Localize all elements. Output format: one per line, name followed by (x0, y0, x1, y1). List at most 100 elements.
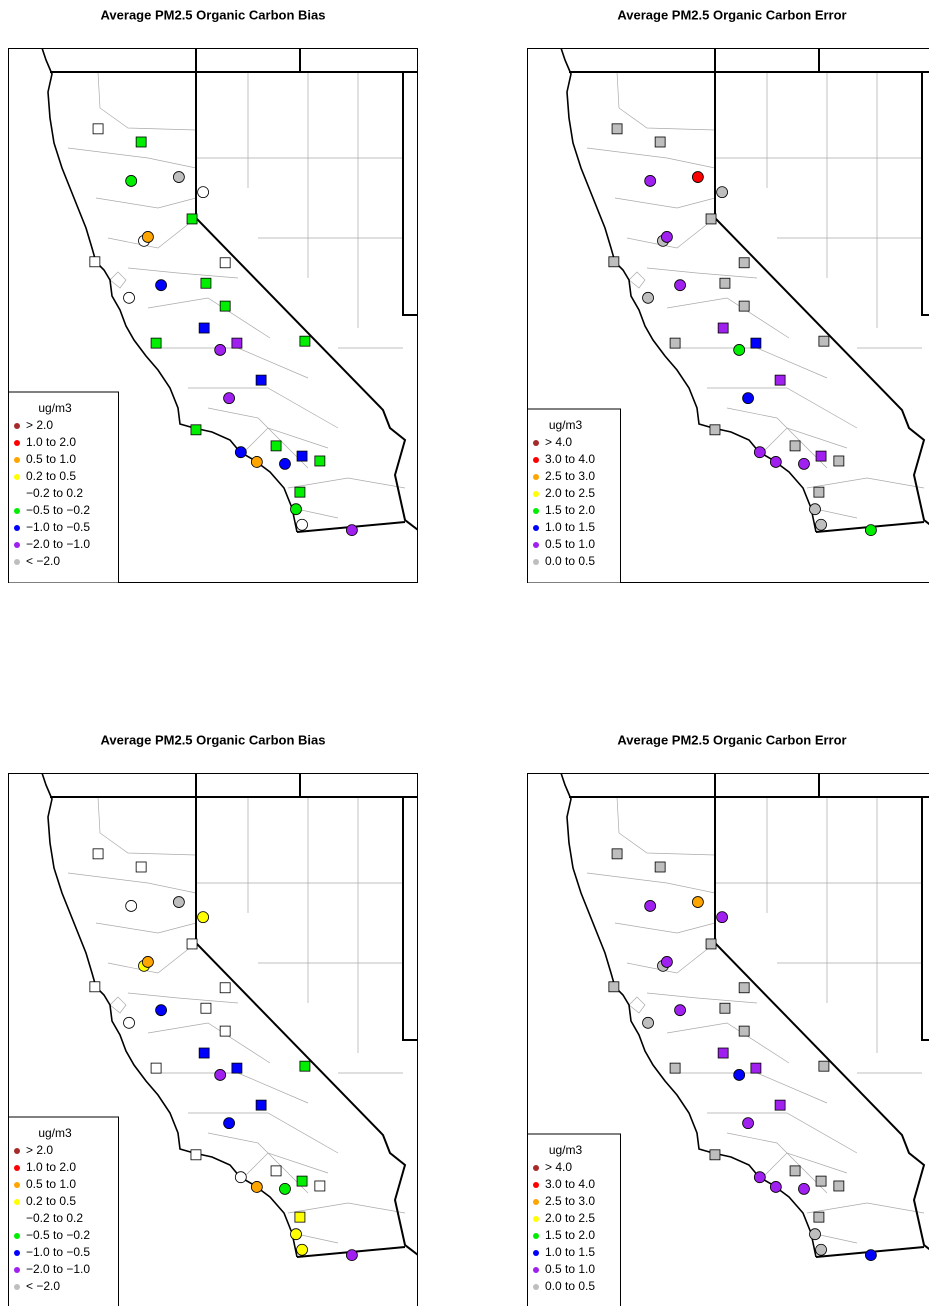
legend-label: > 4.0 (545, 435, 572, 449)
legend-swatch (533, 1233, 539, 1239)
legend-box (8, 391, 119, 583)
legend-swatch (14, 1284, 20, 1290)
site-marker (719, 1002, 731, 1014)
site-marker (818, 335, 830, 347)
legend-swatch (14, 1250, 20, 1256)
site-marker (742, 1117, 754, 1130)
panel-title: Average PM2.5 Organic Carbon Bias (101, 7, 326, 22)
site-marker (231, 337, 243, 349)
site-marker (190, 1149, 202, 1161)
panel-title: Average PM2.5 Organic Carbon Error (617, 7, 846, 22)
legend-swatch (14, 1165, 20, 1171)
legend-label: < −2.0 (26, 1279, 60, 1293)
state-border (714, 773, 929, 1251)
site-marker (142, 956, 154, 968)
site-marker (733, 1069, 746, 1081)
site-marker (813, 1211, 825, 1223)
legend-swatch (14, 1199, 20, 1205)
legend-swatch (14, 542, 20, 548)
legend-swatch (14, 525, 20, 531)
legend-label: 2.0 to 2.5 (545, 486, 595, 500)
legend-label: 0.5 to 1.0 (545, 537, 595, 551)
legend-swatch (14, 440, 20, 446)
site-marker (200, 1002, 212, 1014)
legend-label: −1.0 to −0.5 (26, 1245, 90, 1259)
map-panel: ug/m3 > 2.0 1.0 to 2.0 0.5 to 1.0 0.2 to 0.5… (8, 48, 418, 583)
site-marker (789, 440, 801, 452)
county-line (287, 477, 406, 489)
panel-title: Average PM2.5 Organic Carbon Error (617, 732, 846, 747)
county-line (147, 1022, 271, 1064)
legend-label: 2.5 to 3.0 (545, 1194, 595, 1208)
site-marker (150, 1062, 162, 1074)
site-marker (186, 938, 198, 950)
county-line (646, 992, 758, 1004)
county-line (726, 407, 828, 469)
site-marker (644, 900, 657, 912)
legend-swatch (533, 1165, 539, 1171)
site-marker (172, 171, 185, 183)
county-line (756, 1152, 848, 1184)
site-marker (753, 446, 766, 459)
site-marker (753, 1171, 766, 1184)
site-marker (833, 1180, 845, 1192)
site-marker (818, 1060, 830, 1072)
county-line (127, 267, 239, 279)
legend-label: > 4.0 (545, 1160, 572, 1174)
site-marker (314, 1180, 326, 1192)
site-marker (774, 1099, 786, 1111)
legend-label: −2.0 to −1.0 (26, 1262, 90, 1276)
legend-title: ug/m3 (549, 1143, 583, 1157)
legend-label: −0.2 to 0.2 (26, 486, 83, 500)
state-border (402, 797, 418, 1041)
legend-swatch (14, 474, 20, 480)
site-marker (709, 1149, 721, 1161)
legend-swatch (533, 542, 539, 548)
site-marker (197, 186, 209, 199)
legend-label: 3.0 to 4.0 (545, 452, 595, 466)
site-marker (296, 1175, 308, 1187)
legend-swatch (533, 1250, 539, 1256)
legend-label: 1.0 to 1.5 (545, 520, 595, 534)
site-marker (89, 981, 101, 993)
site-marker (270, 1165, 282, 1177)
site-marker (279, 1182, 291, 1195)
legend-swatch (14, 491, 20, 497)
site-marker (661, 231, 673, 243)
county-line (67, 872, 197, 894)
site-marker (669, 337, 681, 349)
site-marker (345, 524, 358, 537)
site-marker (190, 424, 202, 436)
county-line (207, 1132, 309, 1194)
legend-swatch (14, 1233, 20, 1239)
site-marker (674, 1004, 686, 1017)
state-border (195, 48, 418, 531)
legend-label: 1.0 to 2.0 (26, 1160, 76, 1174)
site-marker (290, 1228, 302, 1241)
site-marker (142, 231, 154, 243)
site-marker (219, 982, 231, 994)
site-marker (674, 279, 686, 292)
legend-label: < −2.0 (26, 554, 60, 568)
legend-swatch (14, 1216, 20, 1222)
legend-label: 1.0 to 1.5 (545, 1245, 595, 1259)
site-marker (798, 1182, 810, 1195)
site-marker (255, 374, 267, 386)
site-marker (198, 322, 210, 334)
site-marker (815, 1175, 827, 1187)
legend-swatch (533, 508, 539, 514)
site-marker (92, 848, 104, 860)
legend-swatch (533, 559, 539, 565)
site-marker (654, 861, 666, 873)
site-marker (717, 1047, 729, 1059)
site-marker (769, 1181, 782, 1193)
county-line (806, 477, 925, 489)
site-marker (738, 257, 750, 269)
panel-title: Average PM2.5 Organic Carbon Bias (101, 732, 326, 747)
site-marker (809, 1228, 821, 1241)
county-line (616, 71, 716, 131)
site-marker (197, 911, 209, 924)
site-marker (92, 123, 104, 135)
site-marker (611, 123, 623, 135)
